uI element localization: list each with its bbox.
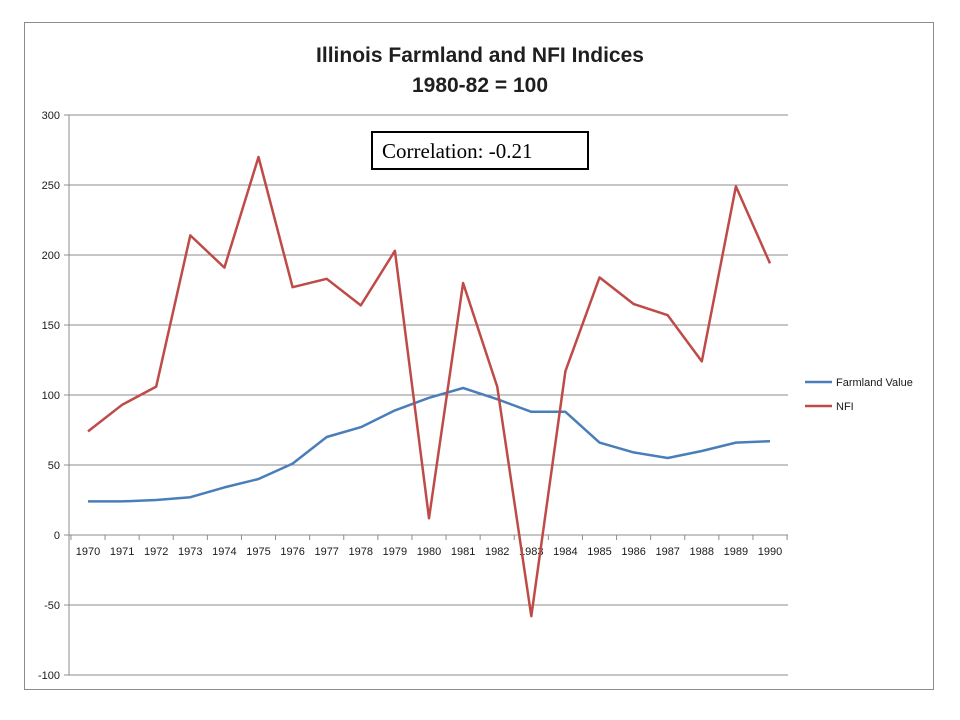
x-tick-label: 1973 — [178, 546, 202, 558]
x-tick-label: 1977 — [314, 546, 338, 558]
x-tick-label: 1988 — [690, 546, 714, 558]
x-tick-label: 1985 — [587, 546, 611, 558]
x-tick-label: 1984 — [553, 546, 577, 558]
y-tick-label: -100 — [38, 670, 60, 682]
x-tick-label: 1989 — [724, 546, 748, 558]
gridlines — [69, 114, 788, 676]
x-tick-label: 1978 — [349, 546, 373, 558]
y-tick-label: 0 — [54, 530, 60, 542]
x-tick-label: 1971 — [110, 546, 134, 558]
x-tick-label: 1976 — [280, 546, 304, 558]
x-tick-label: 1983 — [519, 546, 543, 558]
x-tick-label: 1982 — [485, 546, 509, 558]
series-line-nfi — [87, 155, 772, 618]
chart-subtitle: 1980-82 = 100 — [412, 74, 548, 97]
axes: 300 250 200 150 100 50 0 -50 -100 1970 1971 1972 197… — [38, 110, 788, 682]
x-tick-label: 1980 — [417, 546, 441, 558]
y-tick-label: -50 — [44, 600, 60, 612]
chart-title: Illinois Farmland and NFI Indices — [316, 44, 644, 67]
series-lines — [87, 155, 772, 618]
correlation-annotation: Correlation: -0.21 — [371, 131, 589, 170]
x-tick-label: 1972 — [144, 546, 168, 558]
y-tick-label: 150 — [42, 320, 60, 332]
legend-label: NFI — [836, 401, 854, 413]
x-tick-label: 1974 — [212, 546, 236, 558]
y-tick-label: 50 — [48, 460, 60, 472]
legend-label: Farmland Value — [836, 377, 913, 389]
y-tick-label: 300 — [42, 110, 60, 122]
x-tick-label: 1981 — [451, 546, 475, 558]
legend: Farmland Value NFI — [805, 377, 913, 413]
series-line-farmland-value — [88, 386, 771, 503]
x-tick-label: 1975 — [246, 546, 270, 558]
x-tick-label: 1979 — [383, 546, 407, 558]
x-tick-label: 1990 — [758, 546, 782, 558]
y-tick-label: 250 — [42, 180, 60, 192]
x-tick-label: 1986 — [621, 546, 645, 558]
x-tick-label: 1987 — [655, 546, 679, 558]
y-tick-label: 200 — [42, 250, 60, 262]
y-tick-label: 100 — [42, 390, 60, 402]
x-tick-label: 1970 — [76, 546, 100, 558]
